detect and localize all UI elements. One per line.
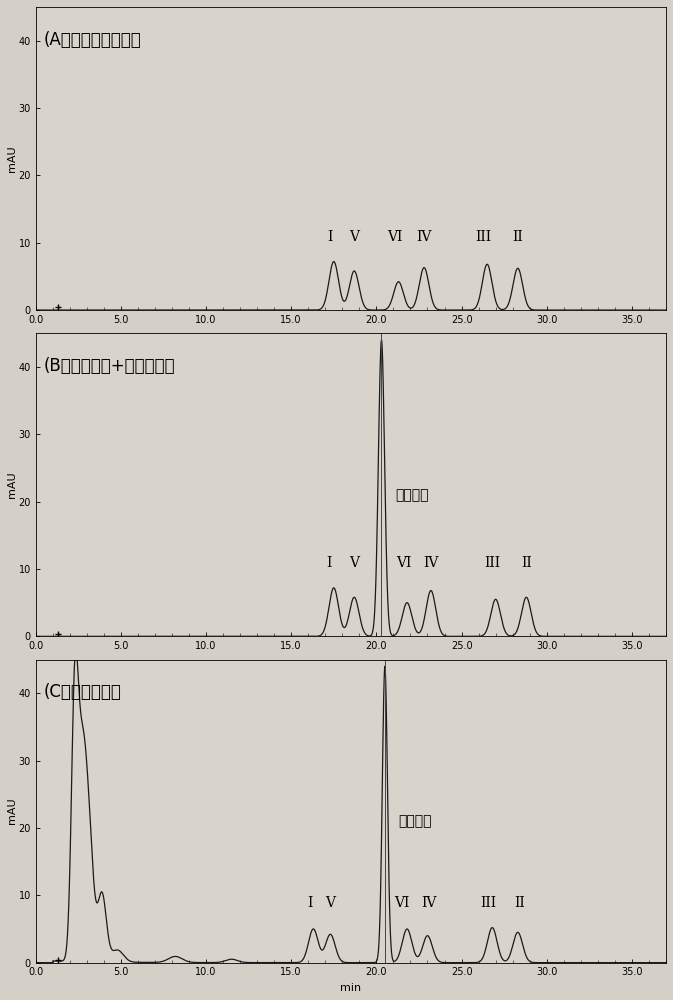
Text: IV: IV — [417, 230, 432, 244]
Text: IV: IV — [423, 556, 439, 570]
Text: IV: IV — [421, 896, 437, 910]
Text: (B）沙格雷酩+混合对照品: (B）沙格雷酩+混合对照品 — [44, 357, 176, 375]
Text: 沙格雷酩: 沙格雷酩 — [395, 488, 429, 502]
Text: V: V — [325, 896, 335, 910]
Text: 沙格雷酩: 沙格雷酩 — [398, 814, 432, 828]
Text: VI: VI — [394, 896, 410, 910]
Y-axis label: mAU: mAU — [7, 145, 17, 172]
Text: II: II — [512, 230, 523, 244]
Text: (A）混合对照品溢液: (A）混合对照品溢液 — [44, 31, 142, 49]
Text: III: III — [481, 896, 497, 910]
Text: II: II — [521, 556, 532, 570]
Text: II: II — [514, 896, 525, 910]
Y-axis label: mAU: mAU — [7, 798, 17, 824]
Text: I: I — [328, 230, 333, 244]
Text: VI: VI — [388, 230, 403, 244]
X-axis label: min: min — [341, 983, 361, 993]
Y-axis label: mAU: mAU — [7, 471, 17, 498]
Text: III: III — [484, 556, 500, 570]
Text: III: III — [476, 230, 492, 244]
Text: VI: VI — [396, 556, 411, 570]
Text: V: V — [349, 230, 359, 244]
Text: I: I — [308, 896, 312, 910]
Text: V: V — [349, 556, 359, 570]
Text: I: I — [326, 556, 331, 570]
Text: (C）强制光降解: (C）强制光降解 — [44, 683, 122, 701]
